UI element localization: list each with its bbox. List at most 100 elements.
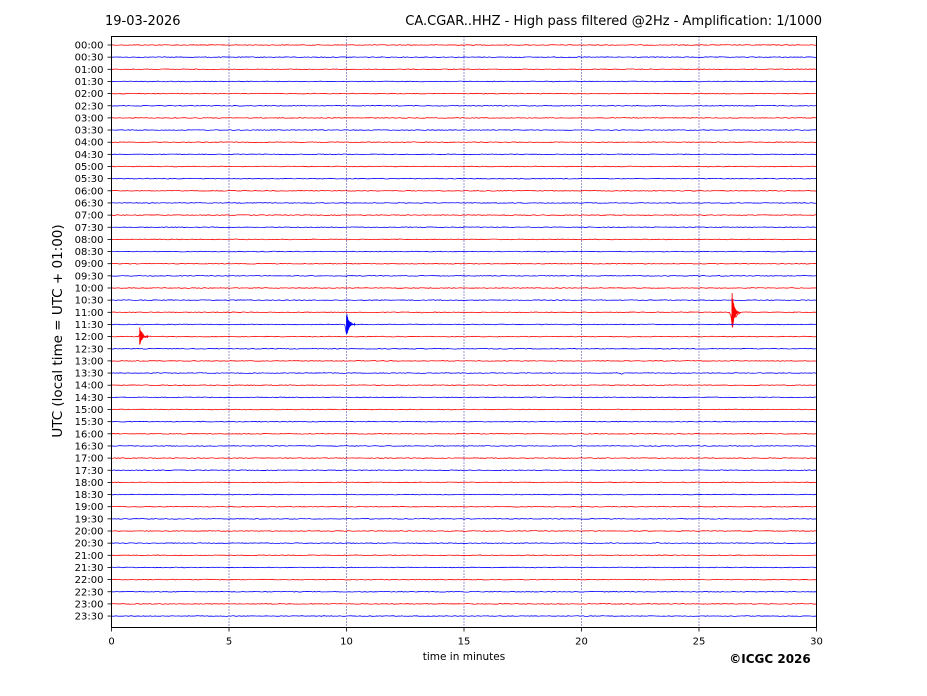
y-tick-label: 03:00	[75, 113, 104, 124]
y-tick-label: 19:00	[75, 502, 104, 513]
plot-frame	[111, 36, 817, 628]
trace-0230	[111, 104, 817, 107]
copyright-label: ©ICGC 2026	[729, 652, 811, 666]
trace-2200	[111, 578, 817, 581]
x-tick-label: 30	[810, 637, 823, 648]
y-tick-label: 14:30	[75, 393, 104, 404]
y-tick-label: 11:30	[75, 320, 104, 331]
y-tick-label: 09:00	[75, 259, 104, 270]
y-tick-label: 21:00	[75, 551, 104, 562]
trace-1130	[111, 321, 817, 335]
y-tick-label: 06:30	[75, 198, 104, 209]
trace-2100	[111, 554, 817, 557]
x-tick-label: 15	[458, 637, 471, 648]
trace-2030	[111, 541, 817, 545]
trace-1300	[111, 360, 817, 362]
x-axis-label: time in minutes	[423, 651, 505, 663]
trace-0130	[111, 80, 817, 83]
trace-1500	[111, 408, 817, 411]
trace-1230	[111, 347, 817, 350]
x-tick-label: 10	[340, 637, 353, 648]
y-tick-label: 11:00	[75, 308, 104, 319]
y-tick-label: 13:00	[75, 356, 104, 367]
trace-0100	[111, 68, 817, 71]
y-tick-label: 08:00	[75, 235, 104, 246]
trace-2330	[111, 615, 817, 617]
y-tick-label: 00:00	[75, 41, 104, 52]
y-tick-label: 12:30	[75, 344, 104, 355]
y-tick-label: 18:30	[75, 490, 104, 501]
y-tick-label: 16:30	[75, 441, 104, 452]
y-tick-label: 10:30	[75, 296, 104, 307]
y-tick-label: 05:00	[75, 162, 104, 173]
trace-1900	[111, 505, 817, 508]
trace-0030	[111, 56, 817, 58]
trace-1430	[111, 396, 817, 399]
trace-0330	[111, 129, 817, 131]
trace-0530	[111, 177, 817, 180]
y-tick-label: 17:30	[75, 466, 104, 477]
trace-0800	[111, 238, 817, 241]
trace-0830	[111, 250, 817, 253]
y-tick-label: 02:00	[75, 89, 104, 100]
y-tick-label: 15:00	[75, 405, 104, 416]
y-tick-label: 01:30	[75, 77, 104, 88]
event-burst-1130	[346, 314, 356, 335]
trace-0900	[111, 262, 817, 265]
trace-1030	[111, 299, 817, 301]
y-tick-label: 13:30	[75, 369, 104, 380]
y-tick-label: 08:30	[75, 247, 104, 258]
trace-0600	[111, 190, 817, 192]
trace-1930	[111, 518, 817, 520]
trace-0200	[111, 92, 817, 95]
y-tick-label: 05:30	[75, 174, 104, 185]
trace-0400	[111, 141, 817, 143]
y-tick-label: 20:00	[75, 527, 104, 538]
y-tick-label: 07:30	[75, 223, 104, 234]
y-tick-label: 21:30	[75, 563, 104, 574]
y-tick-label: 17:00	[75, 454, 104, 465]
y-tick-label: 18:00	[75, 478, 104, 489]
trace-1000	[111, 287, 817, 289]
y-tick-label: 07:00	[75, 211, 104, 222]
y-tick-label: 23:30	[75, 612, 104, 623]
trace-1530	[111, 420, 817, 423]
trace-2230	[111, 590, 817, 593]
x-tick-label: 0	[108, 637, 114, 648]
trace-1600	[111, 433, 817, 435]
y-tick-label: 22:00	[75, 575, 104, 586]
trace-0930	[111, 274, 817, 277]
y-tick-label: 19:30	[75, 514, 104, 525]
y-tick-label: 14:00	[75, 381, 104, 392]
y-tick-label: 15:30	[75, 417, 104, 428]
trace-1100	[111, 311, 817, 328]
trace-2130	[111, 566, 817, 569]
trace-2000	[111, 530, 817, 532]
y-tick-label: 00:30	[75, 53, 104, 64]
trace-1200	[111, 331, 817, 338]
trace-1800	[111, 481, 817, 484]
trace-0430	[111, 153, 817, 156]
trace-1730	[111, 469, 817, 472]
y-tick-label: 10:00	[75, 284, 104, 295]
y-tick-label: 22:30	[75, 587, 104, 598]
x-tick-label: 25	[693, 637, 706, 648]
y-tick-label: 04:30	[75, 150, 104, 161]
y-axis-label: UTC (local time = UTC + 01:00)	[50, 224, 66, 437]
vertical-gridlines	[228, 36, 700, 628]
x-tick-labels: 0 5 10 15 20 25 30	[108, 627, 823, 648]
y-tick-label: 06:00	[75, 186, 104, 197]
trace-0000	[111, 44, 817, 46]
y-tick-label: 09:30	[75, 271, 104, 282]
trace-2300	[111, 603, 817, 605]
trace-1400	[111, 384, 817, 386]
trace-0300	[111, 117, 817, 119]
trace-0730	[111, 226, 817, 229]
y-tick-label: 04:00	[75, 138, 104, 149]
trace-1700	[111, 457, 817, 459]
trace-0500	[111, 165, 817, 168]
y-tick-label: 16:00	[75, 429, 104, 440]
y-tick-label: 03:30	[75, 126, 104, 137]
